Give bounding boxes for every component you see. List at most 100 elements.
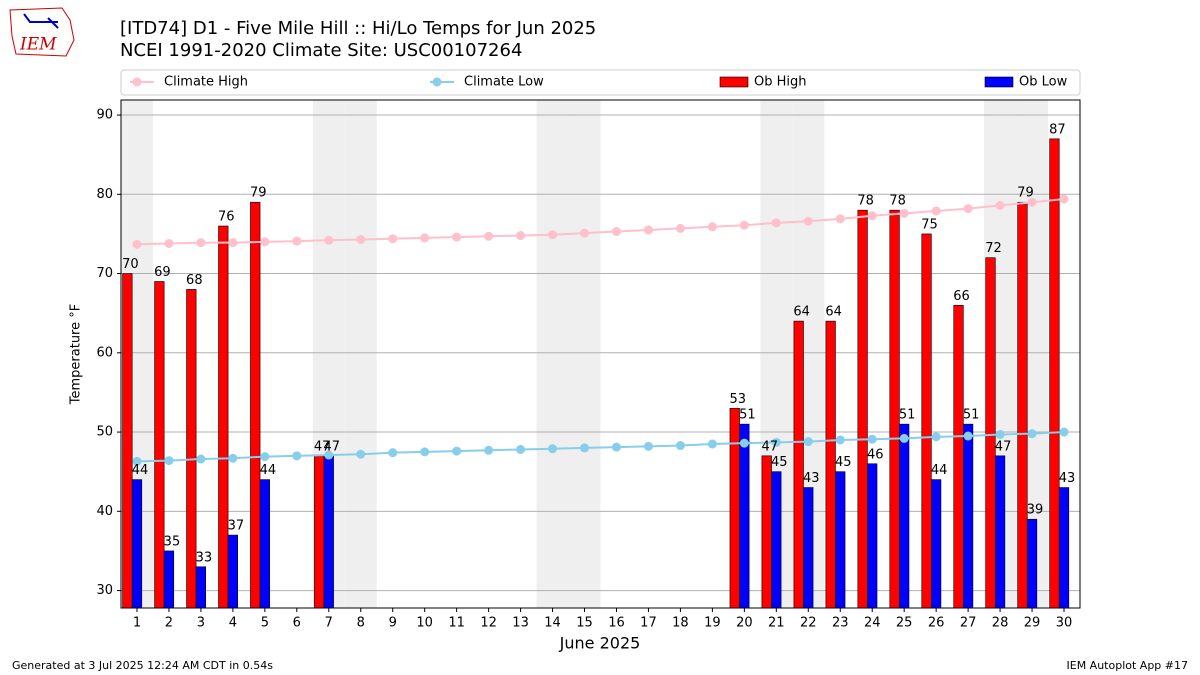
line-marker xyxy=(356,449,366,459)
line-marker xyxy=(260,452,270,462)
value-label: 51 xyxy=(899,408,916,423)
x-tick-label: 16 xyxy=(608,616,625,631)
line-marker xyxy=(1027,197,1037,207)
line-marker xyxy=(548,444,558,454)
bar xyxy=(218,225,229,609)
value-label: 33 xyxy=(196,550,213,565)
bar xyxy=(250,201,261,609)
line-marker xyxy=(1059,427,1069,437)
value-label: 43 xyxy=(803,471,820,486)
value-label: 45 xyxy=(771,455,788,470)
line-marker xyxy=(611,227,621,237)
value-label: 51 xyxy=(963,408,980,423)
line-marker xyxy=(963,204,973,214)
bar xyxy=(227,534,238,609)
x-tick-label: 11 xyxy=(448,616,465,631)
line-marker xyxy=(867,434,877,444)
value-label: 78 xyxy=(889,194,906,209)
x-tick-label: 13 xyxy=(512,616,529,631)
y-tick-label: 40 xyxy=(96,504,113,519)
line-marker xyxy=(643,441,653,451)
x-tick-label: 22 xyxy=(800,616,817,631)
bar xyxy=(857,209,868,609)
x-tick-label: 4 xyxy=(229,616,237,631)
legend-marker xyxy=(432,77,442,87)
x-tick-label: 23 xyxy=(832,616,849,631)
bar xyxy=(1049,138,1060,609)
value-label: 44 xyxy=(931,463,948,478)
value-label: 70 xyxy=(122,257,139,272)
bar xyxy=(1026,518,1038,609)
x-tick-label: 30 xyxy=(1056,616,1073,631)
value-label: 79 xyxy=(1017,186,1034,201)
value-label: 87 xyxy=(1049,122,1066,137)
line-marker xyxy=(899,208,909,218)
value-label: 66 xyxy=(953,289,970,304)
bar xyxy=(899,423,910,609)
bar xyxy=(314,455,325,609)
value-label: 69 xyxy=(154,265,171,280)
shaded-day xyxy=(568,100,601,608)
line-marker xyxy=(611,442,621,452)
shaded-day xyxy=(344,100,377,608)
line-marker xyxy=(1059,194,1069,204)
x-tick-label: 10 xyxy=(416,616,433,631)
line-marker xyxy=(931,432,941,442)
line-marker xyxy=(420,233,430,243)
x-tick-label: 2 xyxy=(165,616,173,631)
line-marker xyxy=(995,200,1005,210)
line-marker xyxy=(675,441,685,451)
footer-left: Generated at 3 Jul 2025 12:24 AM CDT in … xyxy=(12,659,273,672)
x-tick-label: 28 xyxy=(992,616,1009,631)
bar xyxy=(122,273,133,609)
value-label: 43 xyxy=(1059,471,1076,486)
value-label: 47 xyxy=(995,439,1012,454)
line-marker xyxy=(420,447,430,457)
line-marker xyxy=(995,429,1005,439)
bar xyxy=(259,479,270,609)
line-marker xyxy=(452,446,462,456)
line-marker xyxy=(548,230,558,240)
line-marker xyxy=(516,444,526,454)
line-marker xyxy=(516,231,526,241)
value-label: 79 xyxy=(250,186,267,201)
bar xyxy=(195,566,207,609)
line-marker xyxy=(707,222,717,232)
x-axis-label: June 2025 xyxy=(559,634,641,653)
line-marker xyxy=(388,448,398,458)
line-marker xyxy=(484,231,494,241)
bar xyxy=(931,479,942,609)
line-marker xyxy=(324,450,334,460)
line-marker xyxy=(707,439,717,449)
line xyxy=(136,431,1065,463)
legend-label: Climate High xyxy=(164,75,248,90)
x-tick-label: 24 xyxy=(864,616,881,631)
line-marker xyxy=(835,435,845,445)
x-tick-label: 25 xyxy=(896,616,913,631)
x-tick-label: 7 xyxy=(325,616,333,631)
line-marker xyxy=(739,220,749,230)
y-tick-label: 50 xyxy=(96,425,113,440)
legend-marker xyxy=(132,77,142,87)
value-label: 44 xyxy=(132,463,149,478)
line-marker xyxy=(867,211,877,221)
logo: IEM xyxy=(9,7,75,57)
line-marker xyxy=(835,214,845,224)
bar xyxy=(154,281,165,609)
x-tick-label: 26 xyxy=(928,616,945,631)
bar xyxy=(994,455,1006,609)
line-marker xyxy=(771,218,781,228)
x-tick-label: 27 xyxy=(960,616,977,631)
legend-label: Ob Low xyxy=(1019,75,1068,90)
bar xyxy=(953,304,964,609)
value-label: 64 xyxy=(825,305,842,320)
x-tick-label: 1 xyxy=(133,616,141,631)
value-label: 35 xyxy=(164,534,181,549)
x-tick-label: 20 xyxy=(736,616,753,631)
bar xyxy=(867,463,878,609)
logo-text: IEM xyxy=(19,35,57,55)
line-marker xyxy=(484,445,494,455)
value-label: 53 xyxy=(729,392,746,407)
value-label: 64 xyxy=(793,305,810,320)
